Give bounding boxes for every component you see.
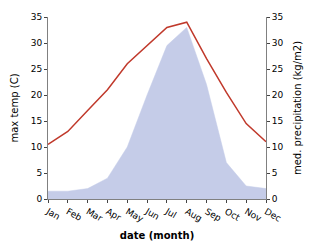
svg-text:Jan: Jan	[44, 206, 62, 222]
svg-text:Oct: Oct	[223, 206, 242, 223]
svg-text:Jun: Jun	[143, 206, 161, 222]
svg-text:May: May	[124, 206, 146, 224]
svg-text:25: 25	[31, 64, 42, 74]
svg-text:max temp (C): max temp (C)	[9, 73, 20, 142]
svg-text:25: 25	[272, 64, 283, 74]
svg-text:med. precipitation (kg/m2): med. precipitation (kg/m2)	[292, 41, 303, 175]
svg-text:30: 30	[272, 38, 284, 48]
svg-text:Dec: Dec	[263, 206, 283, 223]
svg-text:0: 0	[272, 194, 278, 204]
svg-text:0: 0	[36, 194, 42, 204]
svg-text:10: 10	[31, 142, 43, 152]
svg-text:35: 35	[31, 12, 42, 22]
svg-text:Aug: Aug	[183, 206, 203, 223]
svg-text:15: 15	[272, 116, 283, 126]
svg-text:10: 10	[272, 142, 284, 152]
svg-text:5: 5	[36, 168, 42, 178]
svg-text:35: 35	[272, 12, 283, 22]
svg-text:5: 5	[272, 168, 278, 178]
svg-text:15: 15	[31, 116, 42, 126]
svg-text:Apr: Apr	[104, 206, 123, 223]
svg-text:20: 20	[272, 90, 284, 100]
svg-text:Mar: Mar	[84, 206, 104, 223]
svg-text:date (month): date (month)	[120, 230, 194, 241]
svg-text:Feb: Feb	[65, 206, 84, 223]
svg-text:Sep: Sep	[203, 206, 223, 223]
svg-text:20: 20	[31, 90, 43, 100]
svg-text:30: 30	[31, 38, 43, 48]
svg-text:Nov: Nov	[243, 206, 264, 224]
svg-text:Jul: Jul	[163, 206, 178, 221]
